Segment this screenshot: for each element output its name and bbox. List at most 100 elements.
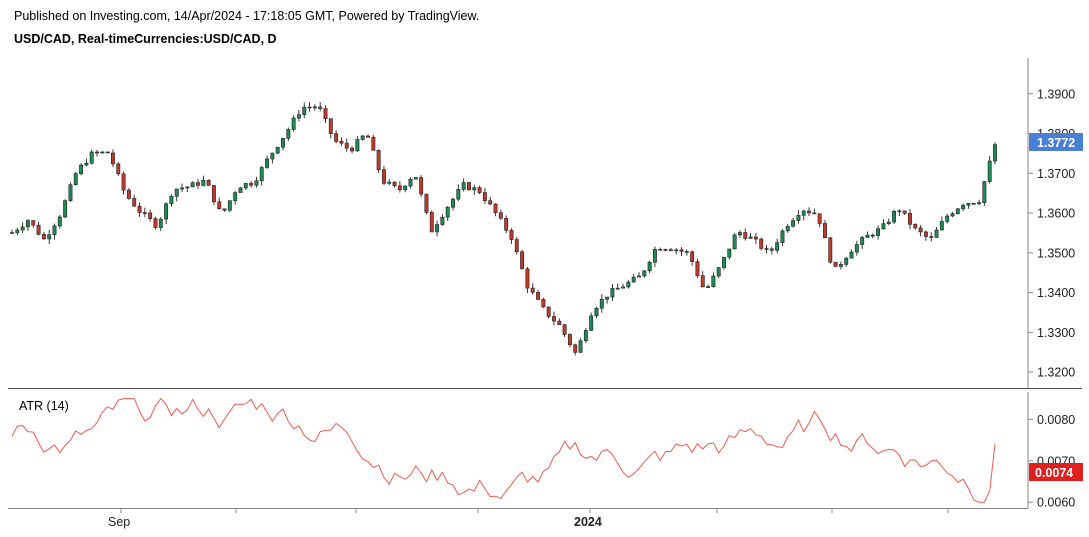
- price-tick-label: 1.3900: [1037, 87, 1075, 101]
- candle-up: [73, 173, 78, 186]
- candle: [429, 210, 434, 233]
- candle-up: [440, 216, 445, 225]
- price-tick-label: 1.3700: [1037, 167, 1075, 181]
- candle: [881, 219, 886, 230]
- candle-up: [158, 218, 163, 228]
- candle: [408, 177, 413, 189]
- candle: [344, 138, 349, 152]
- candle-down: [817, 213, 822, 224]
- candle: [706, 284, 711, 289]
- candle-down: [870, 234, 875, 237]
- candle-down: [121, 173, 126, 191]
- candle-down: [828, 237, 833, 263]
- candle-down: [105, 151, 110, 154]
- candle: [828, 236, 833, 264]
- candle-down: [36, 224, 41, 235]
- candle: [557, 318, 562, 325]
- candle-up: [738, 232, 742, 236]
- candle: [722, 256, 726, 270]
- candle-up: [966, 203, 971, 206]
- candle-up: [950, 213, 955, 217]
- candle-up: [897, 210, 902, 213]
- price-tick-label: 1.3200: [1037, 366, 1075, 380]
- candle: [594, 306, 599, 319]
- candle: [254, 176, 259, 188]
- candle: [196, 178, 200, 190]
- candle-up: [854, 244, 859, 253]
- candle-down: [530, 287, 535, 293]
- candle: [886, 218, 891, 226]
- candle-down: [429, 212, 434, 233]
- candle-down: [913, 224, 918, 229]
- candle: [493, 203, 498, 217]
- candle: [339, 137, 344, 146]
- time-axis: Sep 2024: [8, 508, 1028, 529]
- candle-up: [281, 137, 285, 148]
- candle: [312, 104, 317, 111]
- candle-up: [25, 220, 30, 228]
- candle: [185, 186, 190, 193]
- candle: [137, 202, 142, 217]
- candle-up: [605, 296, 610, 300]
- candle: [477, 185, 482, 195]
- candle: [270, 152, 275, 164]
- candle-up: [838, 264, 843, 267]
- candle: [753, 232, 758, 244]
- candle-up: [849, 251, 854, 259]
- candle: [68, 182, 73, 202]
- candle: [939, 216, 944, 231]
- atr-tick-label: 0.0080: [1037, 413, 1075, 427]
- candle-down: [376, 150, 381, 170]
- candle-up: [939, 221, 944, 231]
- candle-down: [126, 189, 131, 199]
- candle-up: [413, 177, 418, 180]
- candle-down: [536, 292, 540, 300]
- candle: [663, 248, 668, 252]
- candle: [892, 209, 896, 225]
- candle: [84, 158, 89, 167]
- candle-down: [132, 198, 137, 207]
- candle: [780, 229, 785, 246]
- candle-down: [397, 185, 402, 190]
- candle-up: [243, 183, 248, 189]
- candle: [823, 220, 827, 239]
- candle: [945, 213, 950, 224]
- candle-up: [201, 179, 206, 186]
- candle: [142, 207, 147, 218]
- candle: [360, 135, 365, 141]
- candle: [759, 237, 764, 251]
- candle: [977, 199, 982, 206]
- candle: [249, 180, 254, 188]
- candle: [291, 115, 296, 132]
- last-price-box: [1029, 133, 1083, 151]
- candle-down: [769, 248, 774, 251]
- candle-up: [599, 298, 604, 309]
- candle: [950, 211, 955, 218]
- candle: [791, 217, 796, 228]
- candle: [652, 246, 657, 268]
- candle: [796, 210, 801, 224]
- candle-down: [477, 187, 482, 193]
- candle-up: [796, 215, 801, 221]
- candle: [525, 266, 530, 293]
- candle: [578, 338, 583, 353]
- candle: [95, 149, 99, 157]
- candle-up: [275, 146, 280, 154]
- candle-up: [164, 203, 169, 220]
- candle: [190, 181, 195, 188]
- candle-down: [504, 217, 509, 231]
- candle-up: [47, 234, 52, 240]
- candle-down: [111, 152, 115, 165]
- candle-up: [233, 192, 238, 201]
- candle: [626, 280, 631, 289]
- candle: [467, 181, 471, 191]
- candle: [769, 246, 774, 255]
- candle-down: [339, 141, 344, 144]
- candle: [870, 233, 875, 239]
- candle-up: [296, 114, 301, 119]
- candle-down: [10, 232, 14, 234]
- candle-up: [408, 178, 413, 187]
- candle-up: [652, 249, 657, 263]
